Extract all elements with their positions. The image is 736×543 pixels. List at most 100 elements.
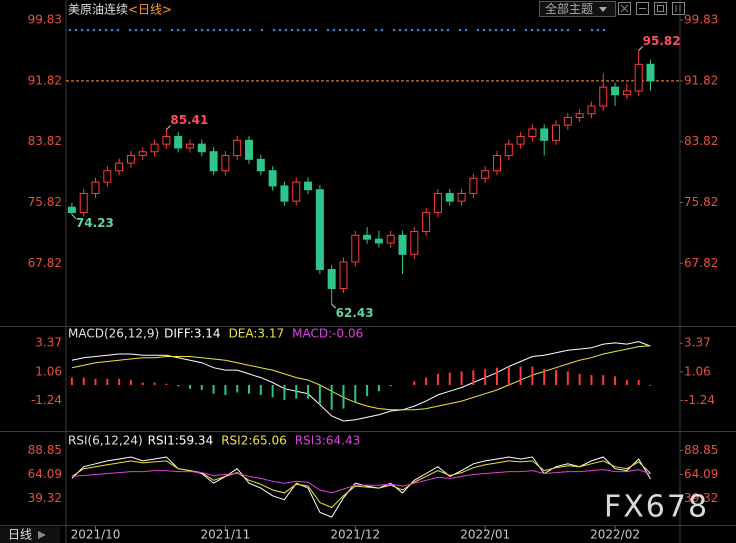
signal-dot bbox=[536, 28, 540, 32]
annotation-leader bbox=[166, 125, 171, 130]
signal-dot bbox=[170, 28, 174, 32]
instrument-title: 美原油连续 bbox=[68, 2, 128, 17]
y-tick-label-left: 1.06 bbox=[35, 364, 62, 378]
y-tick-label-right: 99.83 bbox=[684, 13, 718, 27]
signal-dot bbox=[284, 28, 288, 32]
signal-dot bbox=[596, 28, 600, 32]
signal-dot bbox=[362, 28, 366, 32]
candle-body bbox=[256, 158, 265, 172]
candle-body bbox=[292, 181, 301, 202]
signal-dot bbox=[134, 28, 138, 32]
theme-button-label[interactable]: 全部主题 bbox=[545, 1, 593, 16]
candle-body bbox=[233, 139, 242, 157]
signal-dot bbox=[344, 28, 348, 32]
candle-body bbox=[540, 128, 549, 141]
candle-body bbox=[433, 193, 442, 214]
signal-dot bbox=[602, 28, 606, 32]
signal-dot bbox=[464, 28, 468, 32]
theme-button[interactable]: 全部主题 bbox=[539, 1, 616, 17]
candle-body bbox=[126, 155, 135, 164]
candle-body bbox=[374, 238, 383, 244]
y-tick-label-left: 67.82 bbox=[28, 256, 62, 270]
y-tick-label-right: 64.09 bbox=[684, 467, 718, 481]
legend-entry: RSI1:59.34 bbox=[148, 434, 214, 448]
y-tick-label-left: -1.24 bbox=[31, 393, 62, 407]
y-tick-label-left: 75.82 bbox=[28, 195, 62, 209]
signal-dot bbox=[212, 28, 216, 32]
candle-body bbox=[516, 136, 525, 145]
signal-dot bbox=[236, 28, 240, 32]
candle-body bbox=[79, 193, 88, 214]
candle-body bbox=[304, 181, 313, 191]
footer-period[interactable]: 日线 bbox=[0, 527, 60, 543]
signal-dot bbox=[410, 28, 414, 32]
legend-entry: DIFF:3.14 bbox=[164, 327, 220, 341]
candle-body bbox=[138, 151, 147, 157]
signal-dot bbox=[530, 28, 534, 32]
candle-body bbox=[339, 261, 348, 290]
signal-dot bbox=[416, 28, 420, 32]
signal-dot bbox=[392, 28, 396, 32]
annotation-label: 62.43 bbox=[336, 306, 374, 320]
signal-dot bbox=[380, 28, 384, 32]
signal-dot bbox=[524, 28, 528, 32]
candle-body bbox=[552, 124, 561, 141]
candle-body bbox=[457, 193, 466, 202]
signal-dot bbox=[242, 28, 246, 32]
candle-body bbox=[115, 162, 124, 172]
legend-entry: MACD:-0.06 bbox=[292, 327, 363, 341]
annotation-leader bbox=[71, 214, 77, 219]
signal-dot bbox=[506, 28, 510, 32]
candle-body bbox=[150, 143, 159, 153]
signal-dot bbox=[314, 28, 318, 32]
signal-dot bbox=[224, 28, 228, 32]
candle-body bbox=[481, 170, 490, 179]
y-tick-label-left: 39.32 bbox=[28, 491, 62, 505]
candle-body bbox=[386, 234, 395, 244]
period-switch[interactable]: <日线> bbox=[128, 3, 172, 17]
signal-dot bbox=[116, 28, 120, 32]
signal-dot bbox=[248, 28, 252, 32]
signal-dot bbox=[74, 28, 78, 32]
signal-dot bbox=[398, 28, 402, 32]
signal-dot bbox=[182, 28, 186, 32]
y-tick-label-right: 91.82 bbox=[684, 73, 718, 87]
signal-dot bbox=[308, 28, 312, 32]
signal-dot bbox=[554, 28, 558, 32]
toolbar-icons[interactable] bbox=[618, 2, 685, 15]
signal-dot bbox=[98, 28, 102, 32]
signal-dot bbox=[512, 28, 516, 32]
signal-dot bbox=[476, 28, 480, 32]
x-tick-label: 2021/10 bbox=[71, 528, 121, 542]
y-tick-label-right: 67.82 bbox=[684, 256, 718, 270]
annotation-label: 95.82 bbox=[643, 34, 681, 48]
candle-body bbox=[611, 86, 620, 96]
candle-body bbox=[410, 231, 419, 255]
candle-body bbox=[622, 90, 631, 96]
signal-dot bbox=[356, 28, 360, 32]
candle-body bbox=[398, 234, 407, 255]
signal-dot bbox=[158, 28, 162, 32]
y-tick-label-right: -1.24 bbox=[684, 393, 715, 407]
candle-body bbox=[351, 234, 360, 263]
signal-dot bbox=[194, 28, 198, 32]
candle-body bbox=[422, 212, 431, 233]
signal-dot bbox=[140, 28, 144, 32]
y-tick-label-right: 83.82 bbox=[684, 134, 718, 148]
signal-dot bbox=[272, 28, 276, 32]
indicator-title: MACD(26,12,9) bbox=[68, 327, 159, 341]
candle-body bbox=[245, 139, 254, 160]
signal-dot bbox=[494, 28, 498, 32]
signal-dot bbox=[374, 28, 378, 32]
y-tick-label-right: 39.32 bbox=[684, 491, 718, 505]
signal-dot bbox=[542, 28, 546, 32]
signal-dot bbox=[296, 28, 300, 32]
candle-body bbox=[103, 170, 112, 183]
footer-period-label[interactable]: 日线 bbox=[8, 528, 32, 542]
signal-dot bbox=[290, 28, 294, 32]
signal-dot bbox=[332, 28, 336, 32]
candle-body bbox=[174, 136, 183, 149]
x-tick-label: 2022/01 bbox=[460, 528, 510, 542]
signal-dot bbox=[578, 28, 582, 32]
